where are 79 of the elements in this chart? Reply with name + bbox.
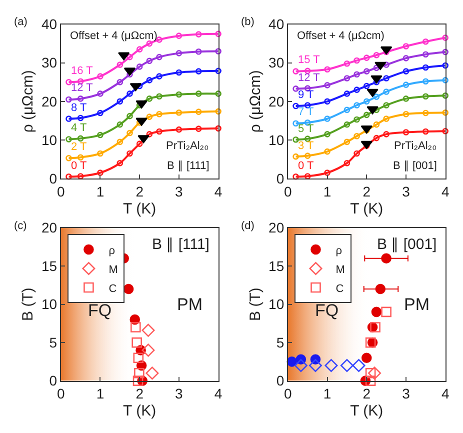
legend-label: M: [108, 264, 118, 276]
annotation: PrTi₂Al₂₀: [166, 140, 209, 152]
series-label: 9 T: [298, 89, 314, 101]
y-tick-label: 15: [268, 258, 284, 274]
legend-label: C: [336, 282, 344, 295]
series-label: 5 T: [298, 123, 314, 135]
y-tick-label: 0: [276, 170, 284, 186]
x-tick-label: 4: [214, 183, 222, 200]
legend-label: C: [108, 282, 117, 295]
text: (c): [14, 220, 27, 232]
series-label: 16 T: [71, 65, 94, 77]
annotation: PM: [177, 295, 202, 314]
x-tick-label: 3: [175, 183, 184, 200]
series-label: 12 T: [298, 72, 320, 84]
x-tick-label: 1: [323, 183, 332, 200]
annotation: PM: [404, 295, 430, 314]
y-tick-label: 30: [268, 54, 284, 71]
x-axis-title: T (K): [350, 402, 384, 420]
x-axis-title: T (K): [350, 200, 384, 218]
y-axis-title: ρ (μΩcm): [246, 70, 264, 133]
series-label: 8 T: [71, 102, 87, 114]
y-tick-label: 0: [49, 372, 58, 389]
y-tick-label: 15: [41, 258, 58, 274]
legend-label: ρ: [108, 244, 115, 257]
y-tick-label: 10: [268, 132, 284, 148]
legend-label: ρ: [336, 244, 342, 257]
y-tick-label: 10: [41, 132, 58, 148]
series-label: 7 T: [298, 106, 314, 118]
y-tick-label: 20: [268, 220, 284, 236]
annotation: Offset + 4 (μΩcm): [297, 30, 384, 42]
x-axis-title: T (K): [123, 200, 156, 218]
x-tick-label: 4: [441, 183, 450, 200]
y-tick-label: 20: [41, 93, 58, 110]
x-tick-label: 1: [96, 183, 104, 200]
annotation: B ∥ [001]: [393, 160, 437, 172]
x-tick-label: 1: [323, 386, 332, 402]
series-label: 15 T: [298, 54, 320, 66]
text: (a): [14, 16, 28, 28]
x-tick-label: 3: [175, 386, 184, 402]
annotation: B ∥ [111]: [167, 160, 210, 172]
annotation: B ∥ [111]: [152, 236, 210, 253]
annotation: FQ: [315, 301, 339, 320]
annotation: B ∥ [001]: [377, 236, 437, 253]
x-tick-label: 2: [136, 386, 144, 402]
y-tick-label: 5: [276, 334, 284, 350]
annotation: FQ: [88, 301, 112, 320]
x-axis-title: T (K): [123, 402, 156, 420]
x-tick-label: 1: [96, 386, 104, 402]
series-label: 3 T: [298, 140, 314, 152]
legend-label: M: [336, 264, 345, 276]
annotation: Offset + 4 (μΩcm): [70, 30, 158, 42]
series-label: 12 T: [71, 82, 94, 94]
y-tick-label: 5: [49, 334, 58, 350]
y-tick-label: 0: [49, 170, 58, 186]
y-tick-label: 20: [268, 93, 284, 110]
y-tick-label: 40: [41, 16, 58, 32]
series-label: 0 T: [71, 160, 87, 172]
text: (d): [241, 220, 254, 232]
y-tick-label: 0: [276, 372, 284, 389]
series-label: 4 T: [71, 122, 87, 134]
x-tick-label: 2: [362, 183, 371, 200]
x-tick-label: 3: [402, 183, 410, 200]
text: (b): [241, 16, 254, 28]
y-axis-title: B (T): [20, 288, 37, 321]
y-axis-title: ρ (μΩcm): [20, 70, 37, 133]
series-label: 2 T: [71, 141, 87, 153]
x-tick-label: 3: [402, 386, 410, 402]
series-label: 0 T: [298, 160, 314, 172]
x-tick-label: 4: [214, 386, 222, 402]
y-tick-label: 40: [268, 16, 284, 32]
x-tick-label: 4: [441, 386, 450, 402]
y-tick-label: 10: [268, 296, 284, 312]
annotation: PrTi₂Al₂₀: [394, 140, 437, 152]
y-axis-title: B (T): [246, 288, 264, 321]
y-tick-label: 30: [41, 54, 58, 71]
x-tick-label: 2: [362, 386, 371, 402]
y-tick-label: 10: [41, 296, 58, 312]
x-tick-label: 2: [136, 183, 144, 200]
y-tick-label: 20: [41, 220, 58, 236]
